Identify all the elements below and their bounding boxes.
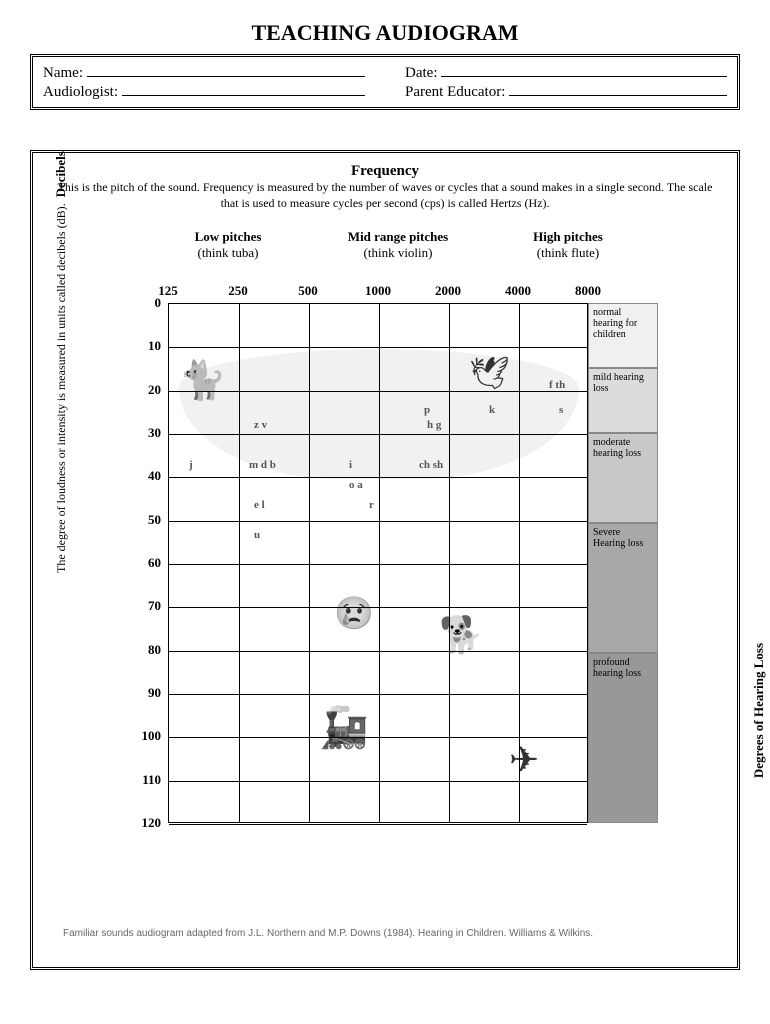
low-pitch-title: Low pitches [143, 229, 313, 245]
hearing-loss-level: mild hearing loss [588, 368, 658, 433]
airplane-icon: ✈ [509, 739, 539, 781]
xtick: 250 [228, 283, 248, 299]
ytick: 60 [131, 555, 161, 571]
ytick: 40 [131, 468, 161, 484]
frequency-title: Frequency [53, 163, 717, 180]
phoneme-label: i [349, 459, 352, 471]
ytick: 30 [131, 425, 161, 441]
hearing-loss-level: Severe Hearing loss [588, 523, 658, 653]
ytick: 0 [131, 295, 161, 311]
phoneme-label: r [369, 499, 374, 511]
ytick: 80 [131, 642, 161, 658]
audiologist-field[interactable]: Audiologist: [43, 82, 365, 101]
high-pitch-title: High pitches [483, 229, 653, 245]
hearing-loss-level: profound hearing loss [588, 653, 658, 823]
ytick: 110 [131, 772, 161, 788]
phoneme-label: h g [427, 419, 441, 431]
audiogram-chart: The degree of loudness or intensity is m… [63, 263, 703, 883]
name-field[interactable]: Name: [43, 63, 365, 82]
main-chart-box: Frequency This is the pitch of the sound… [30, 150, 740, 970]
low-pitch-col: Low pitches (think tuba) [143, 229, 313, 261]
mid-pitch-title: Mid range pitches [313, 229, 483, 245]
xtick: 500 [298, 283, 318, 299]
name-label: Name: [43, 65, 83, 82]
xtick: 8000 [575, 283, 601, 299]
date-label: Date: [405, 65, 437, 82]
ytick: 10 [131, 338, 161, 354]
train-icon: 🚂 [319, 704, 369, 751]
header-box: Name: Date: Audiologist: Parent Educator… [30, 54, 740, 110]
phoneme-label: u [254, 529, 260, 541]
xtick: 4000 [505, 283, 531, 299]
phoneme-label: s [559, 404, 563, 416]
citation-text: Familiar sounds audiogram adapted from J… [63, 928, 707, 939]
hearing-loss-legend: normal hearing for childrenmild hearing … [588, 303, 658, 823]
ytick: 100 [131, 728, 161, 744]
high-pitch-desc: (think flute) [483, 245, 653, 261]
hearing-loss-level: moderate hearing loss [588, 433, 658, 523]
date-field[interactable]: Date: [405, 63, 727, 82]
parent-educator-field[interactable]: Parent Educator: [405, 82, 727, 101]
xtick: 125 [158, 283, 178, 299]
hearing-loss-axis-label: Degrees of Hearing Loss [751, 643, 767, 778]
phoneme-label: z v [254, 419, 267, 431]
xtick: 1000 [365, 283, 391, 299]
low-pitch-desc: (think tuba) [143, 245, 313, 261]
phoneme-label: f th [549, 379, 565, 391]
phoneme-label: m d b [249, 459, 276, 471]
audiologist-label: Audiologist: [43, 84, 118, 101]
phoneme-label: p [424, 404, 430, 416]
phoneme-label: j [189, 459, 193, 471]
ytick: 90 [131, 685, 161, 701]
phoneme-label: ch sh [419, 459, 443, 471]
mid-pitch-col: Mid range pitches (think violin) [313, 229, 483, 261]
ytick: 20 [131, 382, 161, 398]
chart-grid: z vjm d bie luo arph gch shkf ths 🐈🕊😢🐕🚂✈ [168, 303, 588, 823]
phoneme-label: k [489, 404, 495, 416]
mid-pitch-desc: (think violin) [313, 245, 483, 261]
ytick: 50 [131, 512, 161, 528]
high-pitch-col: High pitches (think flute) [483, 229, 653, 261]
bird-icon: 🕊 [469, 354, 510, 392]
ytick: 70 [131, 598, 161, 614]
pitch-row: Low pitches (think tuba) Mid range pitch… [143, 229, 653, 261]
ytick: 120 [131, 815, 161, 831]
frequency-desc: This is the pitch of the sound. Frequenc… [53, 180, 717, 211]
phoneme-label: o a [349, 479, 363, 491]
hearing-loss-level: normal hearing for children [588, 303, 658, 368]
xtick: 2000 [435, 283, 461, 299]
page-title: TEACHING AUDIOGRAM [30, 20, 740, 46]
baby-cry-icon: 😢 [334, 594, 374, 632]
decibels-axis-label: The degree of loudness or intensity is m… [53, 151, 69, 573]
cat-icon: 🐈 [179, 359, 226, 403]
phoneme-label: e l [254, 499, 265, 511]
parent-educator-label: Parent Educator: [405, 84, 505, 101]
